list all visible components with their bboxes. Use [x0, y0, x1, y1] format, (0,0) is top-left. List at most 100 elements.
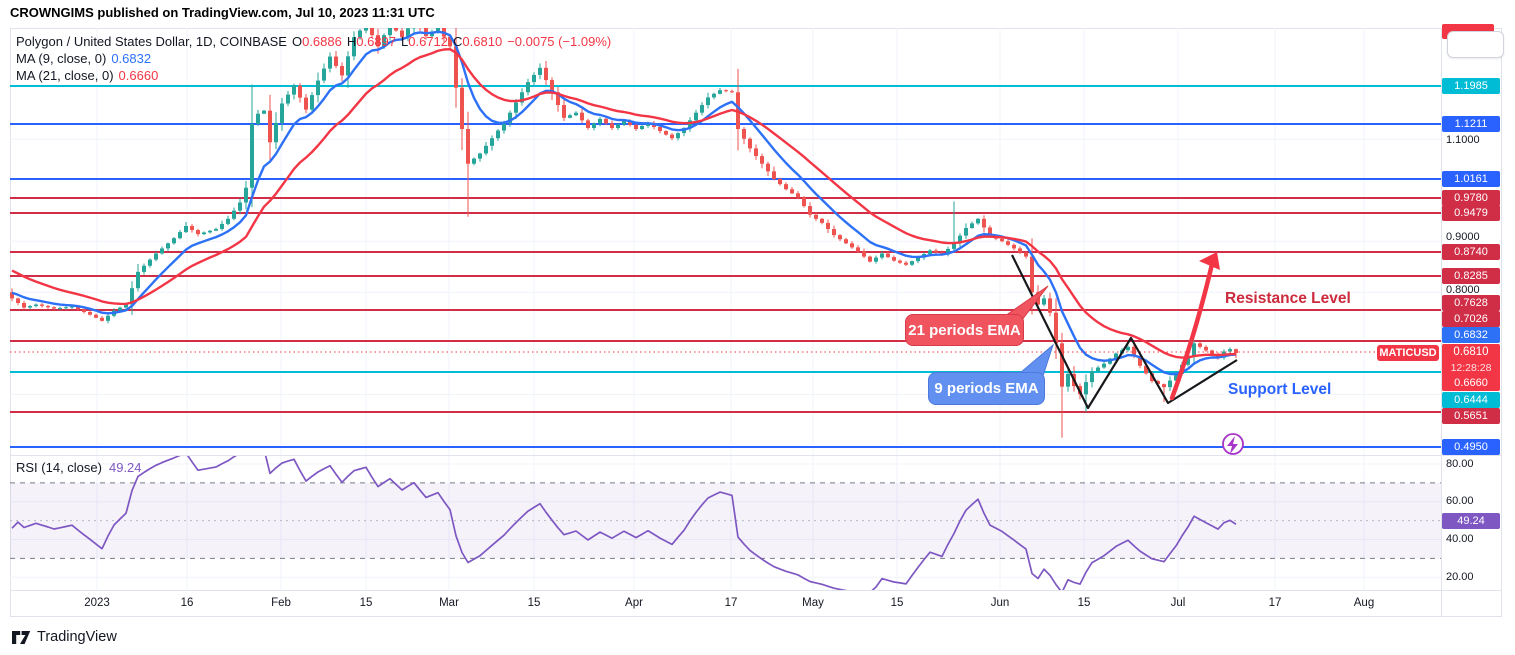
candle-body — [124, 304, 128, 308]
ma-line[interactable] — [11, 30, 1237, 376]
time-axis-label: Jul — [1170, 597, 1186, 609]
candle-body — [946, 248, 950, 255]
candle-body — [1000, 238, 1004, 242]
candle-body — [382, 35, 386, 47]
candle-body — [844, 239, 848, 244]
ma9-value: 0.6832 — [111, 51, 152, 66]
symbol-title[interactable]: Polygon / United States Dollar, 1D, COIN… — [16, 34, 287, 49]
candle-body — [298, 85, 302, 98]
tradingview-logo[interactable]: TradingView — [12, 629, 117, 645]
candle-body — [304, 97, 308, 110]
indicator-value-axis-label: 0.6832 — [1442, 327, 1500, 343]
rsi-axis-tick: 80.00 — [1446, 458, 1474, 470]
candle-body — [1066, 373, 1070, 387]
time-axis-label: May — [802, 597, 824, 609]
candle-body — [466, 129, 470, 164]
candle-body — [28, 306, 32, 308]
candle-body — [1114, 353, 1118, 359]
candle-body — [850, 243, 854, 248]
rsi-legend[interactable]: RSI (14, close) 49.24 — [16, 460, 142, 475]
candle-body — [634, 124, 638, 130]
candle-body — [778, 179, 782, 185]
time-axis-label: 2023 — [84, 597, 110, 609]
trend-zigzag-line[interactable] — [1011, 254, 1238, 410]
ema9-callout-bubble[interactable]: 9 periods EMA — [928, 372, 1045, 405]
price-level-axis-label: 0.9780 — [1442, 190, 1500, 206]
pane-divider[interactable] — [10, 455, 1502, 456]
candle-body — [1042, 298, 1046, 305]
candle-body — [592, 123, 596, 128]
candle-body — [46, 305, 50, 308]
support-level-text[interactable]: Support Level — [1228, 381, 1332, 398]
price-level-axis-label: 0.7026 — [1442, 311, 1500, 327]
candle-body — [1156, 381, 1160, 385]
ema21-callout-bubble[interactable]: 21 periods EMA — [905, 314, 1024, 346]
rsi-line[interactable] — [11, 455, 1237, 590]
ohlc-low-value: 0.6712 — [408, 34, 449, 49]
candle-body — [814, 214, 818, 219]
candle-body — [238, 202, 242, 211]
candle-body — [1132, 346, 1136, 357]
candle-body — [958, 235, 962, 244]
price-level-axis-label: 0.8740 — [1442, 244, 1500, 260]
price-level-axis-label: 0.5651 — [1442, 408, 1500, 424]
time-axis-label: 15 — [359, 597, 373, 609]
resistance-level-text[interactable]: Resistance Level — [1225, 290, 1351, 307]
candle-body — [508, 112, 512, 123]
candle-body — [268, 110, 272, 143]
candle-body — [352, 37, 356, 57]
candle-body — [802, 197, 806, 207]
rsi-pane[interactable] — [10, 455, 1441, 590]
candle-body — [190, 225, 194, 231]
change-value: −0.0075 (−1.09%) — [507, 34, 612, 49]
candle-body — [334, 56, 338, 67]
candle-body — [76, 306, 80, 310]
candle-body — [580, 112, 584, 121]
candle-series[interactable] — [10, 28, 1238, 438]
candle-body — [70, 306, 74, 308]
last-price-value: 0.6810 — [1453, 346, 1489, 358]
candle-body — [874, 257, 878, 262]
candle-body — [754, 148, 758, 157]
candle-body — [64, 307, 68, 309]
candle-body — [1228, 349, 1232, 352]
candle-body — [406, 28, 410, 38]
candle-body — [1096, 367, 1100, 372]
symbol-legend: Polygon / United States Dollar, 1D, COIN… — [16, 33, 611, 84]
candle-body — [34, 304, 38, 307]
candle-body — [1138, 356, 1142, 366]
candle-body — [106, 315, 110, 321]
legend-ma21-row[interactable]: MA (21, close, 0) 0.6660 — [16, 67, 611, 84]
candle-body — [1150, 373, 1154, 382]
candle-body — [556, 92, 560, 106]
candle-body — [478, 153, 482, 159]
candle-body — [1102, 363, 1106, 368]
price-level-axis-label: 0.8285 — [1442, 268, 1500, 284]
candle-body — [364, 28, 368, 31]
candle-body — [898, 260, 902, 263]
candle-body — [868, 256, 872, 262]
tradingview-logo-text: TradingView — [37, 629, 117, 645]
candle-body — [526, 82, 530, 93]
candle-body — [490, 138, 494, 146]
candle-body — [436, 28, 440, 32]
candle-body — [826, 222, 830, 230]
ema9-callout-text: 9 periods EMA — [934, 380, 1039, 397]
candle-body — [550, 80, 554, 93]
candle-body — [514, 102, 518, 113]
candle-body — [256, 113, 260, 124]
time-axis-label: Mar — [439, 597, 459, 609]
projection-arrow-shaft[interactable] — [1169, 257, 1216, 401]
price-axis-tick: 0.9000 — [1446, 231, 1480, 243]
price-pane[interactable] — [10, 28, 1441, 455]
legend-symbol-row[interactable]: Polygon / United States Dollar, 1D, COIN… — [16, 33, 611, 50]
candle-body — [1174, 373, 1178, 381]
candle-body — [988, 227, 992, 237]
candle-body — [100, 317, 104, 321]
candle-body — [622, 120, 626, 125]
candle-body — [454, 46, 458, 88]
ma-line[interactable] — [11, 48, 1237, 359]
candle-body — [640, 125, 644, 130]
legend-ma9-row[interactable]: MA (9, close, 0) 0.6832 — [16, 50, 611, 67]
candle-body — [766, 163, 770, 172]
